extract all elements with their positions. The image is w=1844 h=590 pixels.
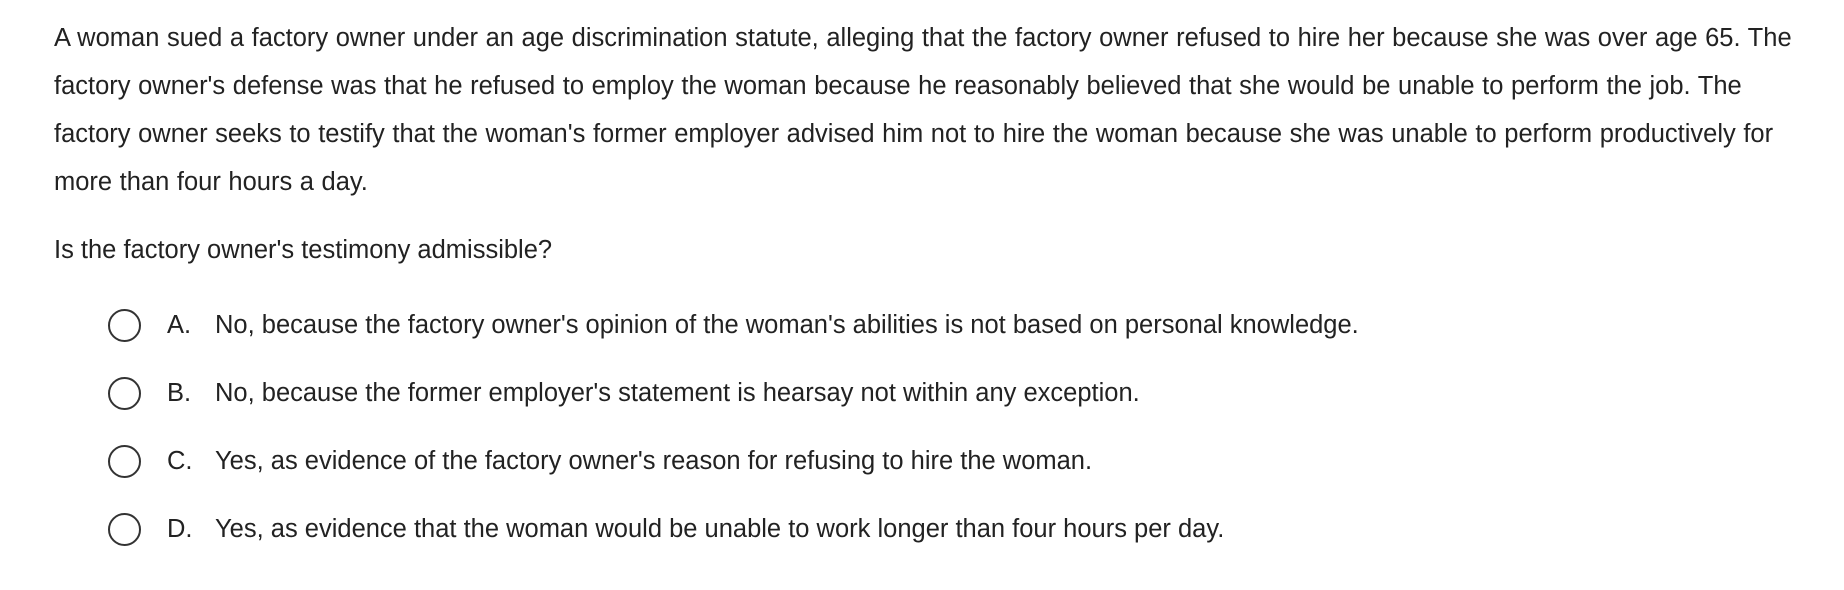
question-container: A woman sued a factory owner under an ag… bbox=[54, 14, 1814, 274]
option-text-d: Yes, as evidence that the woman would be… bbox=[215, 514, 1225, 543]
question-stem: A woman sued a factory owner under an ag… bbox=[54, 24, 1792, 196]
answer-options: A. No, because the factory owner's opini… bbox=[108, 305, 1788, 577]
option-text-c: Yes, as evidence of the factory owner's … bbox=[215, 446, 1093, 475]
radio-button-b[interactable] bbox=[108, 376, 141, 410]
option-letter-a: A. bbox=[167, 310, 192, 339]
option-text-b: No, because the former employer's statem… bbox=[215, 378, 1140, 407]
option-b[interactable]: B. No, because the former employer's sta… bbox=[108, 373, 1788, 413]
question-prompt: Is the factory owner's testimony admissi… bbox=[54, 236, 553, 264]
radio-button-c[interactable] bbox=[108, 444, 141, 478]
option-a[interactable]: A. No, because the factory owner's opini… bbox=[108, 305, 1788, 345]
option-letter-d: D. bbox=[167, 514, 193, 543]
radio-button-a[interactable] bbox=[108, 308, 141, 342]
option-c[interactable]: C. Yes, as evidence of the factory owner… bbox=[108, 441, 1788, 481]
option-text-a: No, because the factory owner's opinion … bbox=[215, 310, 1359, 339]
option-d[interactable]: D. Yes, as evidence that the woman would… bbox=[108, 509, 1788, 549]
option-letter-c: C. bbox=[167, 446, 193, 475]
option-letter-b: B. bbox=[167, 378, 192, 407]
radio-button-d[interactable] bbox=[108, 512, 141, 546]
